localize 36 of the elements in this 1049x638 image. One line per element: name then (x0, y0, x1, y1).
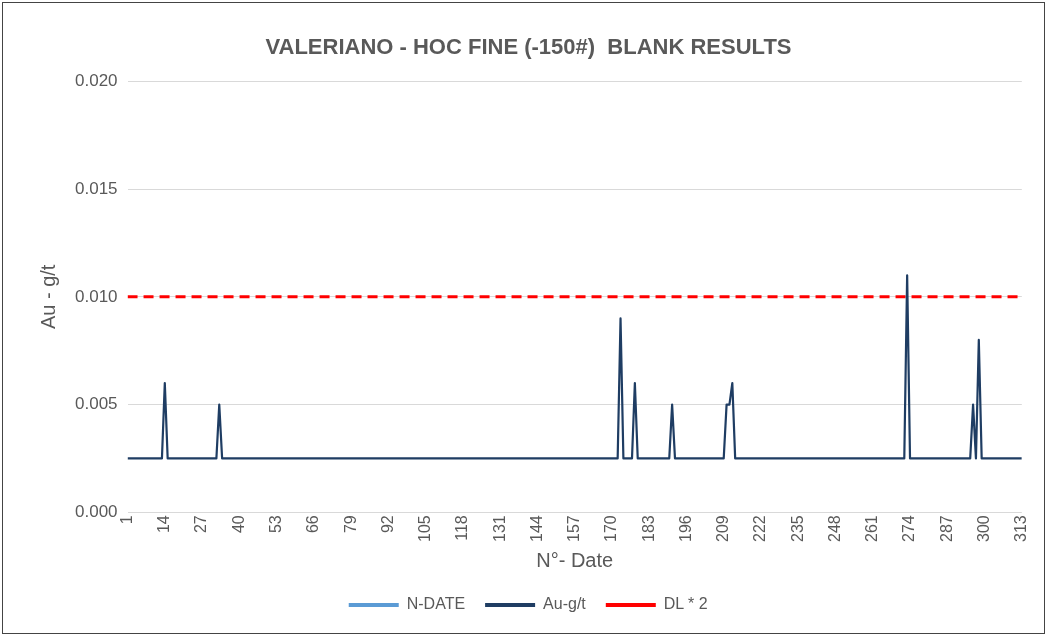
y-tick-label: 0.015 (74, 178, 118, 198)
y-tick-label: 0.005 (74, 394, 118, 414)
x-tick-label: 53 (266, 515, 284, 534)
x-tick-label: 66 (304, 515, 322, 534)
x-tick-label: 40 (229, 515, 247, 534)
y-tick-label: 0.010 (74, 286, 118, 306)
x-tick-label: 118 (453, 515, 471, 541)
x-tick-label: 248 (825, 515, 843, 543)
x-tick-label: 222 (751, 515, 769, 543)
x-tick-label: 105 (416, 515, 434, 543)
x-tick-label: 79 (341, 515, 359, 534)
x-tick-label: 300 (974, 515, 992, 543)
x-tick-label: 261 (863, 515, 881, 543)
x-tick-label: 235 (788, 515, 806, 543)
x-tick-label: 196 (676, 515, 694, 543)
x-axis-title: N°- Date (536, 548, 614, 571)
legend-label: N-DATE (406, 595, 466, 613)
x-tick-label: 92 (378, 515, 396, 534)
x-tick-label: 1 (117, 515, 135, 525)
x-tick-label: 274 (900, 515, 918, 543)
x-tick-label: 14 (155, 515, 173, 534)
legend-label: Au-g/t (543, 595, 587, 613)
y-tick-label: 0.000 (74, 501, 118, 521)
legend-label: DL * 2 (663, 595, 708, 613)
x-tick-label: 170 (602, 515, 620, 543)
x-tick-label: 287 (937, 515, 955, 543)
y-axis-title: Au - g/t (36, 264, 59, 330)
x-tick-label: 144 (527, 515, 545, 543)
x-tick-label: 27 (192, 515, 210, 534)
x-tick-label: 157 (565, 515, 583, 543)
x-tick-label: 131 (490, 515, 508, 543)
chart-title: VALERIANO - HOC FINE (-150#) BLANK RESULTS (265, 34, 792, 60)
x-tick-label: 183 (639, 515, 657, 543)
y-tick-label: 0.020 (74, 71, 118, 91)
x-tick-label: 313 (1012, 515, 1030, 543)
x-tick-label: 209 (714, 515, 732, 543)
